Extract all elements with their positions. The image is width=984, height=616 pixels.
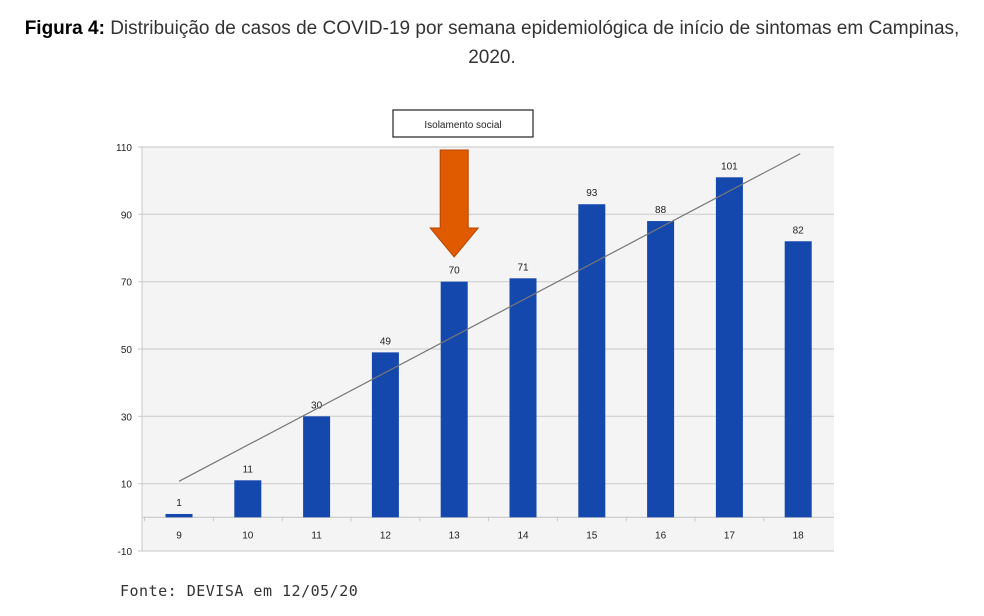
y-tick-label: 90 — [121, 210, 133, 221]
data-label: 82 — [793, 225, 805, 236]
bar — [440, 281, 468, 518]
y-tick-label: 10 — [121, 480, 133, 491]
x-tick-label: 10 — [242, 530, 254, 541]
data-label: 30 — [311, 400, 323, 411]
trendline — [178, 153, 801, 482]
bar — [371, 352, 399, 518]
bar — [647, 221, 675, 518]
x-tick-label: 11 — [311, 530, 322, 541]
chart-title: Figura 4: Distribuição de casos de COVID… — [0, 14, 984, 72]
data-label: 1 — [176, 498, 182, 509]
data-label: 11 — [243, 464, 254, 475]
data-label: 71 — [517, 262, 529, 273]
bar — [784, 241, 812, 518]
x-tick-label: 18 — [793, 530, 805, 541]
x-tick-label: 16 — [655, 530, 667, 541]
y-tick-label: -10 — [118, 547, 133, 558]
data-label: 49 — [380, 336, 392, 347]
x-tick-label: 14 — [517, 530, 529, 541]
data-label: 101 — [721, 161, 738, 172]
bar — [165, 513, 193, 518]
y-tick-label: 30 — [121, 412, 133, 423]
data-label: 70 — [449, 266, 461, 277]
bar — [715, 177, 743, 518]
x-tick-label: 12 — [380, 530, 392, 541]
bar — [234, 480, 262, 518]
bar — [578, 204, 606, 518]
annotation-box — [392, 109, 534, 138]
source-note: Fonte: DEVISA em 12/05/20 — [120, 582, 359, 600]
x-tick-label: 15 — [586, 530, 598, 541]
data-label: 88 — [655, 205, 667, 216]
y-tick-label: 70 — [121, 278, 133, 289]
data-label: 93 — [586, 188, 598, 199]
y-tick-label: 110 — [116, 143, 132, 154]
x-tick-label: 13 — [449, 530, 461, 541]
down-arrow-icon — [429, 149, 480, 258]
bar — [509, 278, 537, 518]
figure-caption: Distribuição de casos de COVID-19 por se… — [110, 18, 960, 68]
x-tick-label: 9 — [176, 530, 182, 541]
figure-label: Figura 4: — [24, 18, 105, 39]
bar — [303, 416, 331, 518]
y-tick-label: 50 — [121, 345, 133, 356]
x-tick-label: 17 — [724, 530, 736, 541]
annotation-label: Isolamento social — [424, 120, 501, 131]
